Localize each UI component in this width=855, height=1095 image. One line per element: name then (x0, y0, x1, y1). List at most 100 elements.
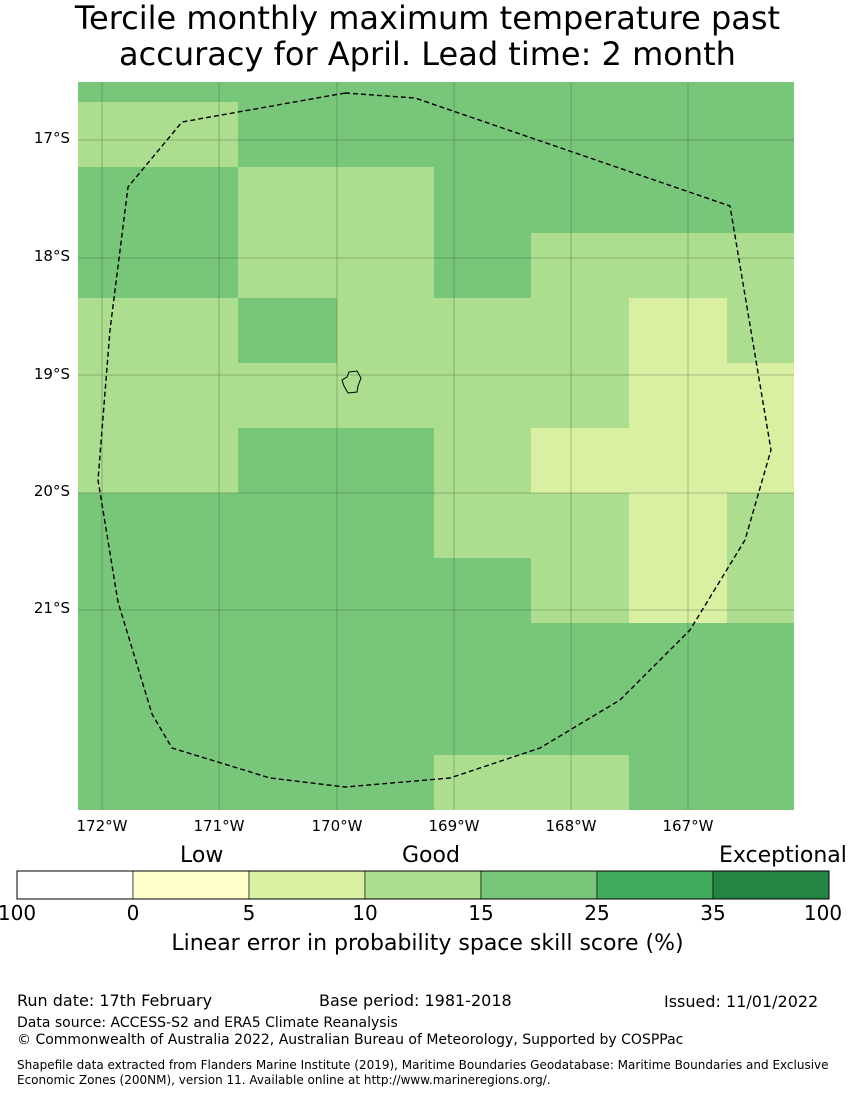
grid-cell (727, 82, 794, 102)
lon-label-171w: 171°W (193, 817, 245, 835)
grid-cell (78, 363, 140, 428)
grid-cell (531, 82, 629, 102)
grid-cell (337, 623, 434, 689)
grid-cell (531, 623, 629, 689)
grid-cell (238, 558, 337, 623)
run-date: Run date: 17th February (17, 991, 213, 1010)
grid-cell (434, 298, 531, 363)
grid-cell (531, 233, 629, 298)
lon-label-172w: 172°W (76, 817, 128, 835)
lat-label-17s: 17°S (33, 129, 70, 147)
lat-label-21s: 21°S (33, 599, 70, 617)
grid-cell (238, 363, 337, 428)
legend-category-exceptional: Exceptional (719, 843, 847, 868)
grid-cell (629, 233, 727, 298)
grid-cell (78, 623, 140, 689)
colorbar-tick: 10 (352, 901, 378, 925)
grid-cell (434, 363, 531, 428)
grid-cell (434, 558, 531, 623)
grid-cell (78, 233, 140, 298)
grid-cell (434, 233, 531, 298)
map-title-line-2: accuracy for April. Lead time: 2 month (119, 35, 736, 73)
grid-cell (238, 233, 337, 298)
shapefile-credit-line-2: Economic Zones (200NM), version 11. Avai… (17, 1073, 551, 1087)
copyright: © Commonwealth of Australia 2022, Austra… (17, 1032, 684, 1048)
colorbar-segment (712, 870, 830, 900)
colorbar-segment (364, 870, 482, 900)
grid-cell (434, 428, 531, 493)
colorbar-tick: 15 (468, 901, 494, 925)
grid-cell (78, 167, 140, 233)
grid-cell (727, 493, 794, 558)
colorbar-title: Linear error in probability space skill … (171, 931, 684, 956)
grid-cell (629, 755, 727, 810)
lon-label-170w: 170°W (311, 817, 363, 835)
grid-cell (434, 623, 531, 689)
eez-boundary (97, 92, 772, 788)
map-title-line-1: Tercile monthly maximum temperature past (74, 0, 781, 37)
grid-cell (238, 493, 337, 558)
grid-cell (78, 689, 140, 755)
colorbar-tick: 35 (700, 901, 726, 925)
grid-cell (140, 102, 238, 167)
grid-cell (629, 82, 727, 102)
colorbar-tick: 100 (0, 901, 37, 925)
lat-label-18s: 18°S (33, 247, 70, 265)
grid-cell (531, 363, 629, 428)
grid-cell (140, 82, 238, 102)
grid-cell (629, 363, 727, 428)
grid-cell (434, 755, 531, 810)
colorbar-segment (132, 870, 250, 900)
grid-cell (78, 558, 140, 623)
grid-cell (238, 167, 337, 233)
grid-cell (337, 233, 434, 298)
grid-cell (531, 493, 629, 558)
colorbar-tick: 25 (584, 901, 610, 925)
issued-date: Issued: 11/01/2022 (664, 992, 819, 1011)
legend-category-good: Good (402, 843, 460, 868)
island-outline (341, 370, 362, 394)
colorbar-frame (16, 870, 830, 900)
grid-cell (140, 755, 238, 810)
grid-cell (140, 298, 238, 363)
colorbar-segment (596, 870, 714, 900)
grid-cell (727, 689, 794, 755)
grid-cell (434, 167, 531, 233)
graticule (78, 82, 794, 810)
grid-cell (238, 298, 337, 363)
grid-cell (727, 558, 794, 623)
grid-cell (727, 233, 794, 298)
grid-cell (140, 363, 238, 428)
grid-cell (238, 755, 337, 810)
grid-cell (434, 493, 531, 558)
colorbar-segment (16, 870, 134, 900)
grid-cell (727, 755, 794, 810)
grid-cell (140, 623, 238, 689)
grid-cell (629, 493, 727, 558)
grid-cell (531, 102, 629, 167)
colorbar-tick: 100 (803, 901, 843, 925)
colorbar-tick: 5 (242, 901, 256, 925)
grid-cell (140, 428, 238, 493)
grid-cell (531, 298, 629, 363)
colorbar (16, 870, 830, 900)
grid-cell (78, 428, 140, 493)
grid-cell (238, 689, 337, 755)
grid-cell (78, 298, 140, 363)
grid-cell (337, 755, 434, 810)
shapefile-credit-line-1: Shapefile data extracted from Flanders M… (17, 1058, 829, 1072)
grid-cell (238, 82, 337, 102)
grid-cell (78, 82, 140, 102)
grid-cell (337, 428, 434, 493)
grid-cell (78, 102, 140, 167)
grid-cell (238, 623, 337, 689)
lat-label-20s: 20°S (33, 482, 70, 500)
grid-cell (78, 493, 140, 558)
grid-cell (629, 298, 727, 363)
grid-cell (337, 167, 434, 233)
grid-cell (629, 428, 727, 493)
grid-cell (531, 755, 629, 810)
grid-cell (140, 493, 238, 558)
grid-cell (337, 298, 434, 363)
